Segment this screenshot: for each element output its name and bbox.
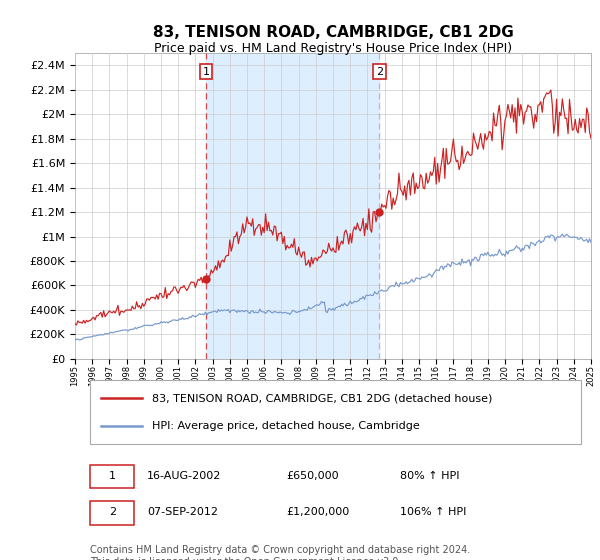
FancyBboxPatch shape — [91, 465, 134, 488]
Text: Price paid vs. HM Land Registry's House Price Index (HPI): Price paid vs. HM Land Registry's House … — [154, 42, 512, 55]
Text: 83, TENISON ROAD, CAMBRIDGE, CB1 2DG (detached house): 83, TENISON ROAD, CAMBRIDGE, CB1 2DG (de… — [152, 393, 493, 403]
FancyBboxPatch shape — [91, 380, 581, 445]
Text: £650,000: £650,000 — [287, 470, 339, 480]
Bar — [206, 53, 379, 359]
Text: Contains HM Land Registry data © Crown copyright and database right 2024.
This d: Contains HM Land Registry data © Crown c… — [91, 545, 471, 560]
Text: 2: 2 — [109, 507, 116, 517]
Text: 1: 1 — [203, 67, 209, 77]
Text: £1,200,000: £1,200,000 — [287, 507, 350, 517]
Text: 2: 2 — [376, 67, 383, 77]
Text: 1: 1 — [109, 470, 116, 480]
Text: 16-AUG-2002: 16-AUG-2002 — [147, 470, 221, 480]
Text: HPI: Average price, detached house, Cambridge: HPI: Average price, detached house, Camb… — [152, 422, 420, 431]
Text: 07-SEP-2012: 07-SEP-2012 — [147, 507, 218, 517]
FancyBboxPatch shape — [91, 501, 134, 525]
Text: 83, TENISON ROAD, CAMBRIDGE, CB1 2DG: 83, TENISON ROAD, CAMBRIDGE, CB1 2DG — [152, 25, 514, 40]
Text: 106% ↑ HPI: 106% ↑ HPI — [400, 507, 466, 517]
Text: 80% ↑ HPI: 80% ↑ HPI — [400, 470, 460, 480]
